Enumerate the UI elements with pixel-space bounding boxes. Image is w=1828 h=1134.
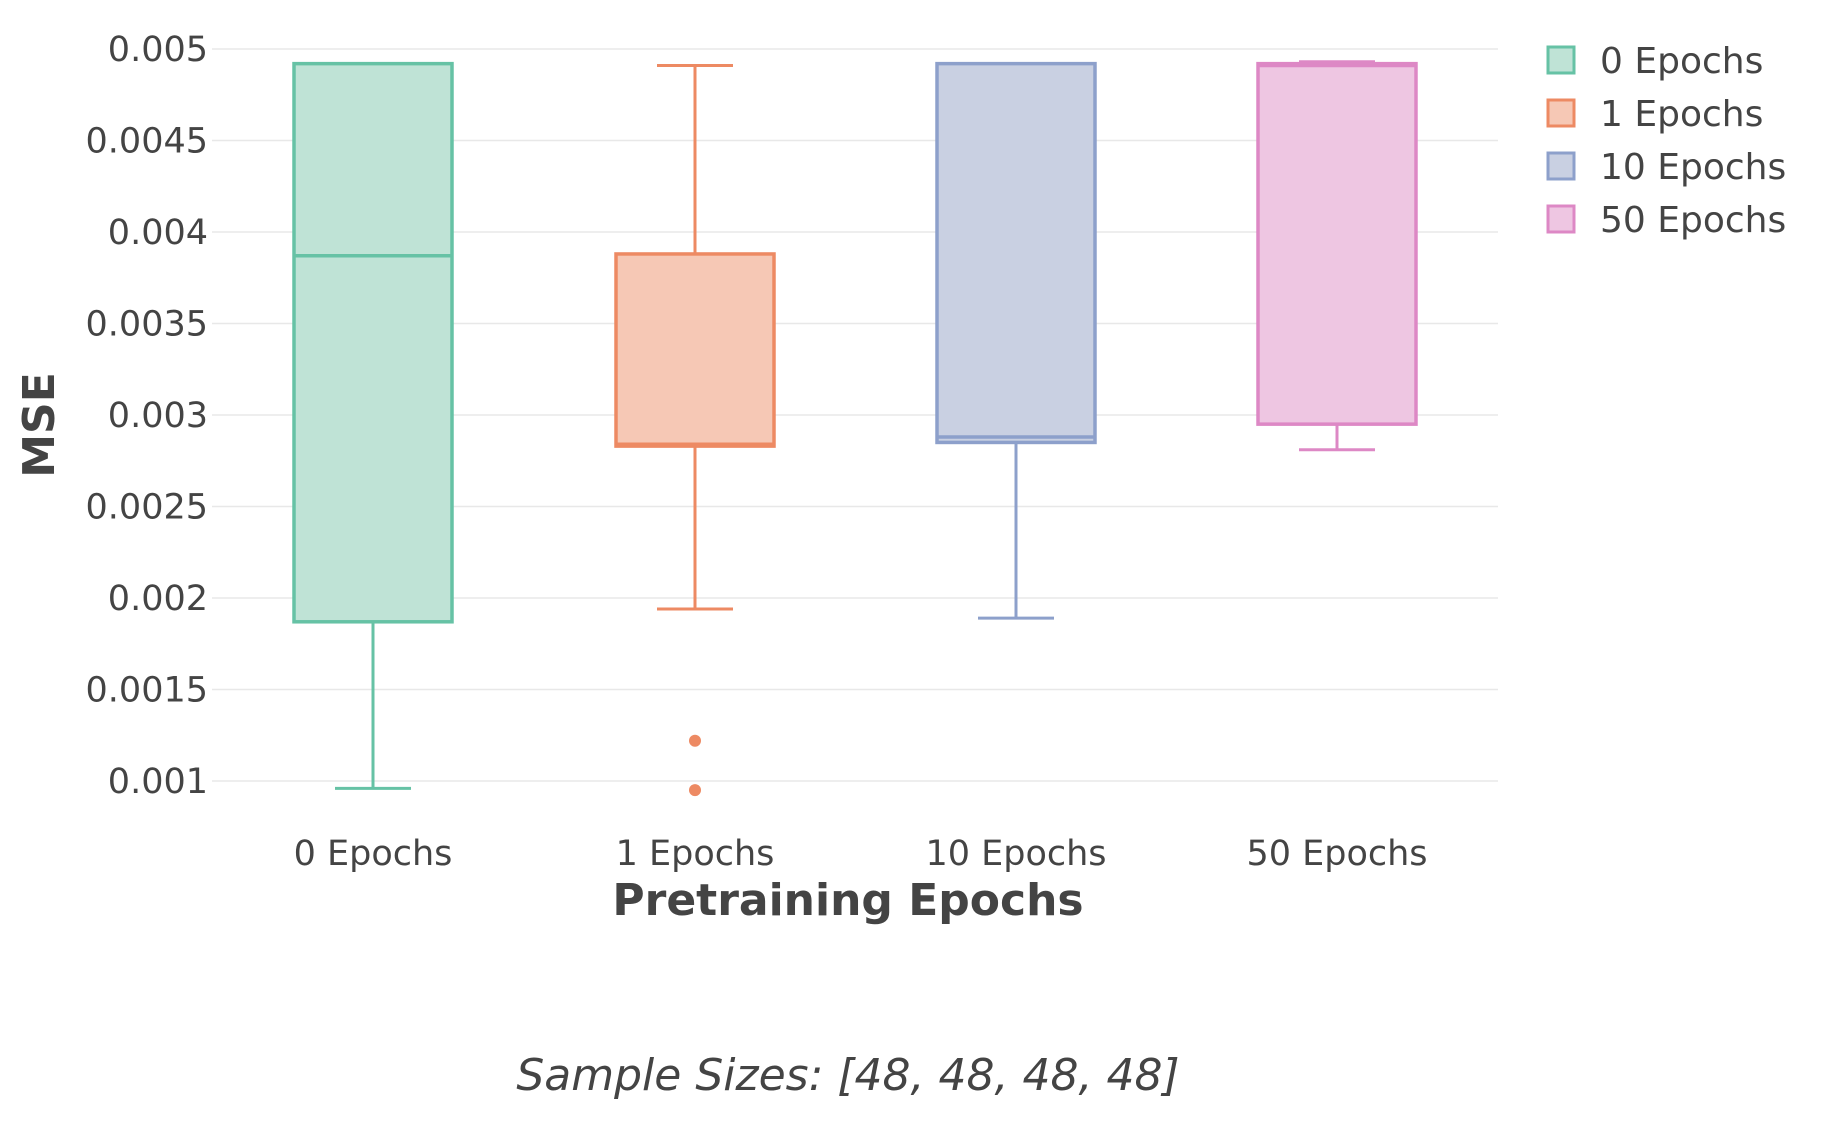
y-tick-label: 0.001 (108, 762, 208, 802)
y-tick-label: 0.0025 (86, 488, 208, 528)
iqr-box (614, 252, 776, 448)
iqr-box (935, 61, 1097, 445)
box-0 (292, 61, 454, 790)
y-tick-label: 0.0015 (86, 671, 208, 711)
legend-label: 50 Epochs (1600, 200, 1786, 241)
x-axis-title: Pretraining Epochs (612, 875, 1083, 926)
y-tick-label: 0.004 (108, 213, 208, 253)
legend-item[interactable]: 0 Epochs (1546, 41, 1763, 82)
legend-label: 1 Epochs (1600, 94, 1763, 135)
legend-item[interactable]: 10 Epochs (1546, 147, 1786, 188)
sample-sizes-caption: Sample Sizes: [48, 48, 48, 48] (516, 1050, 1179, 1101)
y-tick-label: 0.0035 (86, 305, 208, 345)
boxes (292, 60, 1418, 797)
iqr-box (292, 61, 454, 624)
legend-label: 10 Epochs (1600, 147, 1786, 188)
outlier-point (689, 784, 701, 797)
legend-swatch (1546, 45, 1576, 75)
outlier-point (689, 734, 701, 747)
legend: 0 Epochs 1 Epochs 10 Epochs 50 Epochs (1546, 41, 1786, 241)
y-tick-label: 0.003 (108, 396, 208, 436)
y-tick-label: 0.002 (108, 579, 208, 619)
legend-item[interactable]: 50 Epochs (1546, 200, 1786, 241)
iqr-box (1256, 61, 1418, 426)
legend-item[interactable]: 1 Epochs (1546, 94, 1763, 135)
x-tick-label: 50 Epochs (1246, 834, 1427, 874)
legend-swatch (1546, 204, 1576, 234)
x-tick-label: 1 Epochs (616, 834, 775, 874)
x-axis-ticks: 0 Epochs 1 Epochs 10 Epochs 50 Epochs (294, 834, 1428, 874)
box-2 (935, 61, 1097, 620)
legend-label: 0 Epochs (1600, 41, 1763, 82)
x-tick-label: 0 Epochs (294, 834, 453, 874)
legend-swatch (1546, 98, 1576, 128)
y-axis-ticks: 0.001 0.0015 0.002 0.0025 0.003 0.0035 0.004 0.… (86, 30, 208, 802)
y-axis-title: MSE (14, 372, 65, 478)
x-tick-label: 10 Epochs (925, 834, 1106, 874)
box-1 (614, 63, 776, 797)
box-3 (1256, 60, 1418, 452)
y-tick-label: 0.005 (108, 30, 208, 70)
y-tick-label: 0.0045 (86, 122, 208, 162)
legend-swatch (1546, 151, 1576, 181)
